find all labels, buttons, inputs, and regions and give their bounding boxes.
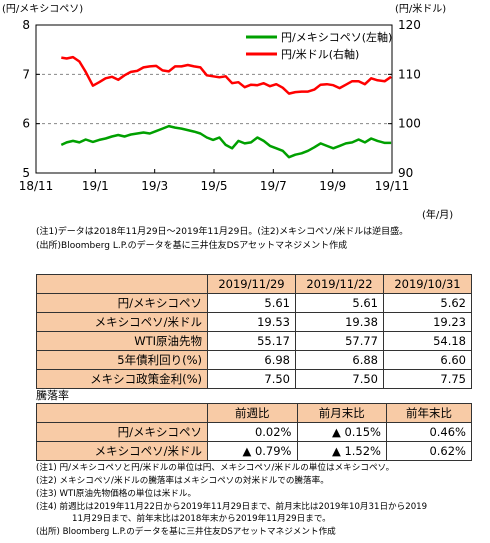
change-col-header: 前年末比 [386,403,472,423]
cell-value: 0.46% [386,422,472,442]
footnote-4: (注4) 前週比は2019年11月22日から2019年11月29日まで、前月末比… [36,502,428,512]
y-left-tick-label: 5 [22,166,30,180]
change-table-corner [36,403,208,423]
change-table-header: 前週比 前月末比 前年末比 [36,403,472,423]
row-label: メキシコペソ/米ドル [36,312,208,332]
y-right-tick-label: 120 [398,18,421,32]
y-left-axis-label: (円/メキシコペソ) [2,4,83,15]
cell-value: 6.60 [383,350,472,370]
cell-value: 5.61 [295,293,384,313]
row-label: メキシコ政策金利(%) [36,369,208,389]
row-label: 5年債利回り(%) [36,350,208,370]
footnote-4-cont: 11月29日まで、前年末比は2018年末から2019年11月29日まで。 [72,514,331,524]
x-tick-label: 19/5 [201,179,228,193]
table-row: 5年債利回り(%) 6.98 6.88 6.60 [36,350,472,370]
x-tick-label: 19/7 [260,179,287,193]
y-left-tick-label: 6 [22,117,30,131]
cell-value: 55.17 [207,331,296,351]
row-label: 円/メキシコペソ [36,293,208,313]
footnote-1: (注1) 円/メキシコペソと円/米ドルの単位は円、メキシコペソ/米ドルの単位はメ… [36,463,395,473]
cell-value: 6.98 [207,350,296,370]
cell-value: 57.77 [295,331,384,351]
x-tick-label: 19/11 [375,179,410,193]
line-chart: (円/メキシコペソ) (円/米ドル) 8 7 6 5 120 110 100 90 18/1… [2,2,453,221]
cell-value: 5.61 [207,293,296,313]
footnote-2: (注2) メキシコペソ/米ドルの騰落率はメキシコペソの対米ドルでの騰落率。 [36,476,329,486]
row-label: 円/メキシコペソ [36,422,208,442]
cell-value: 0.62% [386,441,472,461]
market-table-corner [36,274,208,294]
series-line-mxn [60,124,392,159]
y-right-axis-label: (円/米ドル) [395,2,446,15]
change-section-title: 騰落率 [36,389,69,402]
cell-value: 0.02% [207,422,298,442]
market-table-header: 2019/11/29 2019/11/22 2019/10/31 [36,274,472,294]
cell-value: 19.23 [383,312,472,332]
legend-item-mxn: 円/メキシコペソ(左軸) [281,30,392,44]
footnote-source: (出所) Bloomberg L.P.のデータを基に三井住友DSアセットマネジメ… [36,527,336,537]
cell-value: 19.53 [207,312,296,332]
cell-value: 7.50 [295,369,384,389]
change-col-header: 前週比 [207,403,298,423]
row-label: WTI原油先物 [36,331,208,351]
cell-value: 6.88 [295,350,384,370]
x-tick-label: 19/3 [141,179,168,193]
change-table: 前週比 前月末比 前年末比 円/メキシコペソ 0.02% ▲ 0.15% 0.4… [36,403,472,461]
y-left-tick-label: 8 [22,18,30,32]
market-table: 2019/11/29 2019/11/22 2019/10/31 円/メキシコペ… [36,274,472,389]
table-row: WTI原油先物 55.17 57.77 54.18 [36,331,472,351]
cell-value: 5.62 [383,293,472,313]
table-row: メキシコペソ/米ドル ▲ 0.79% ▲ 1.52% 0.62% [36,441,472,461]
table-row: メキシコペソ/米ドル 19.53 19.38 19.23 [36,312,472,332]
cell-value: ▲ 0.79% [207,441,298,461]
y-right-tick-label: 100 [398,117,421,131]
table-row: 円/メキシコペソ 5.61 5.61 5.62 [36,293,472,313]
y-left-tick-label: 7 [22,67,30,81]
x-tick-label: 19/1 [82,179,109,193]
y-right-tick-label: 90 [398,166,413,180]
footnote-3: (注3) WTI原油先物価格の単位は米ドル。 [36,489,197,499]
row-label: メキシコペソ/米ドル [36,441,208,461]
x-tick-label: 19/9 [319,179,346,193]
cell-value: ▲ 0.15% [296,422,387,442]
cell-value: 19.38 [295,312,384,332]
cell-value: 7.50 [207,369,296,389]
table-row: メキシコ政策金利(%) 7.50 7.50 7.75 [36,369,472,389]
cell-value: 7.75 [383,369,472,389]
market-col-header: 2019/11/29 [207,274,296,294]
legend-item-usd: 円/米ドル(右軸) [281,47,359,61]
cell-value: ▲ 1.52% [296,441,387,461]
market-col-header: 2019/11/22 [295,274,384,294]
x-tick-label: 18/11 [19,179,54,193]
table-row: 円/メキシコペソ 0.02% ▲ 0.15% 0.46% [36,422,472,442]
chart-note-1: (注1)データは2018年11月29日～2019年11月29日。(注2)メキシコ… [36,227,409,237]
y-right-tick-label: 110 [398,67,421,81]
series-line-usd [61,55,392,95]
chart-note-source: (出所)Bloomberg L.P.のデータを基に三井住友DSアセットマネジメン… [36,241,348,251]
market-col-header: 2019/10/31 [383,274,472,294]
cell-value: 54.18 [383,331,472,351]
x-unit-label: (年/月) [422,208,453,221]
change-col-header: 前月末比 [296,403,387,423]
